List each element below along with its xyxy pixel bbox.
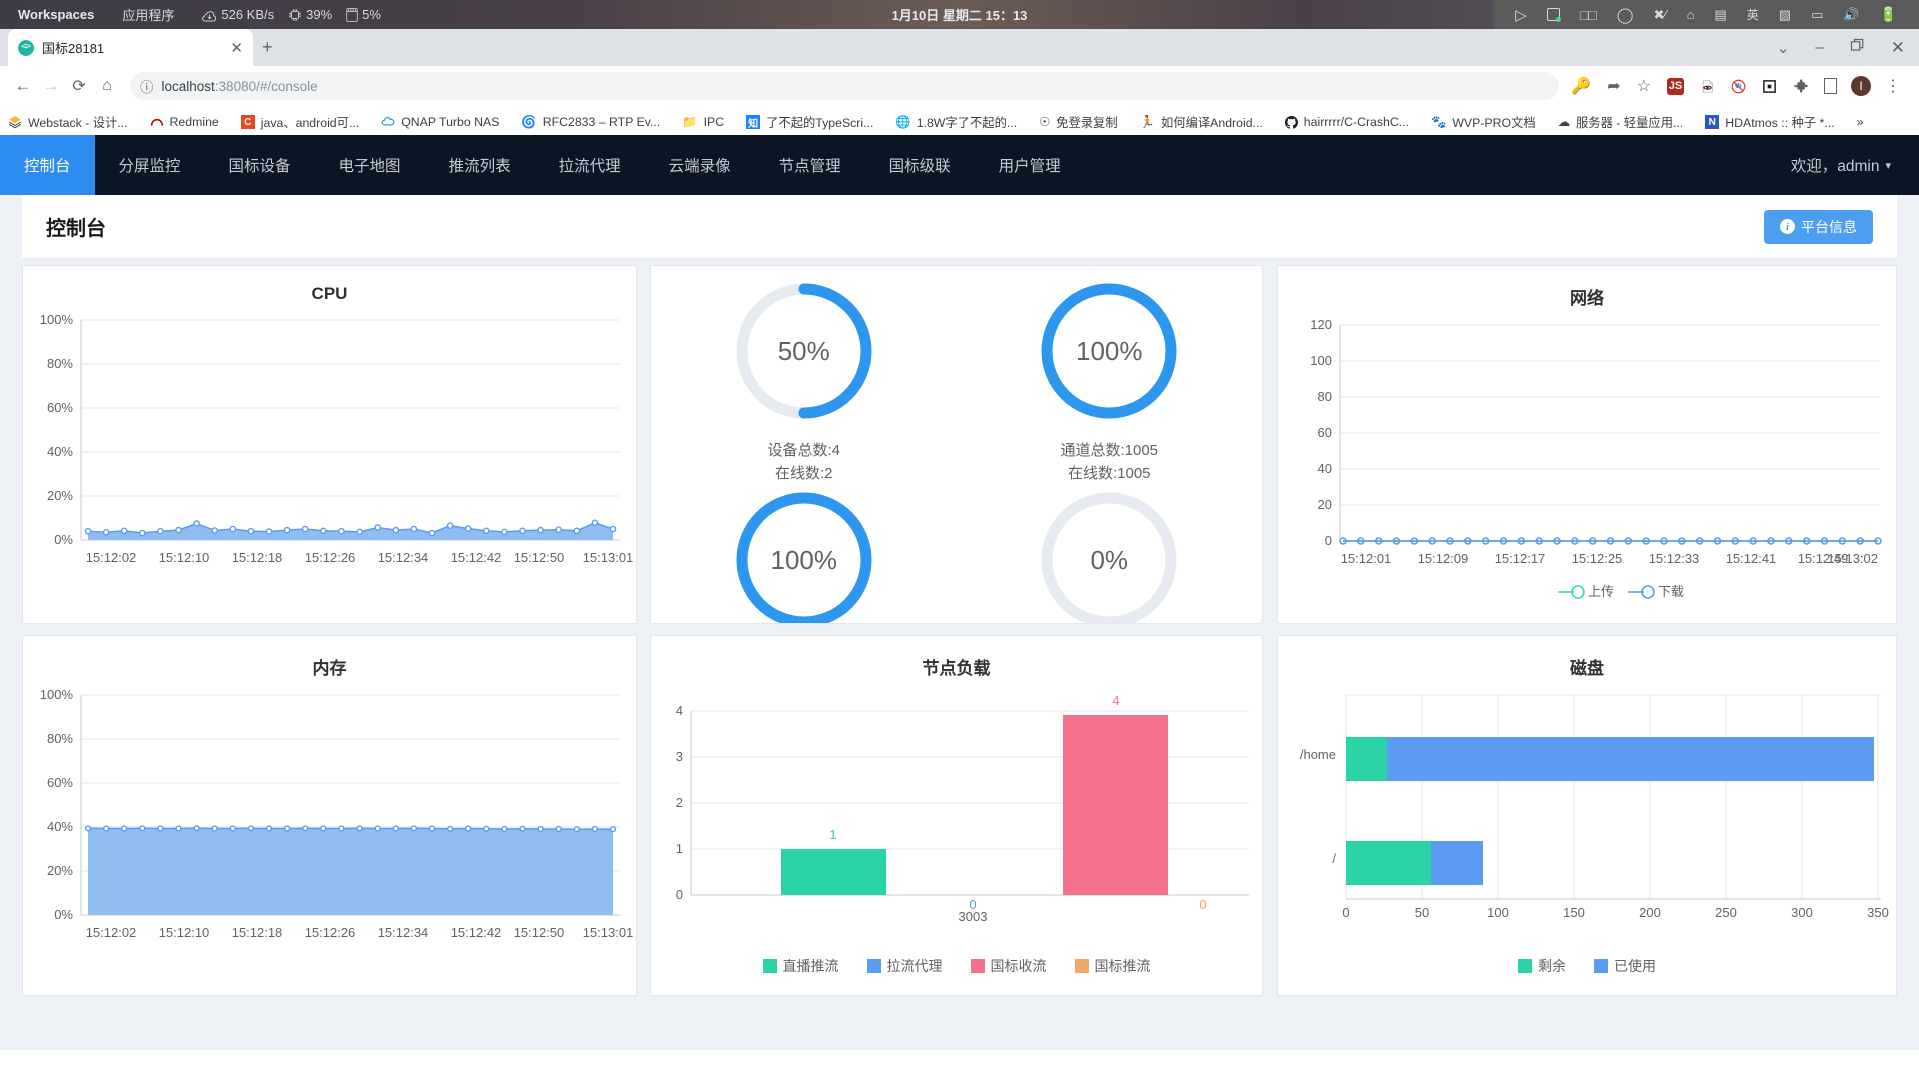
- svg-text:15:12:01: 15:12:01: [1341, 551, 1392, 566]
- svg-text:/home: /home: [1300, 747, 1336, 762]
- svg-text:15:12:25: 15:12:25: [1572, 551, 1623, 566]
- svg-text:40%: 40%: [47, 444, 73, 459]
- svg-text:15:12:26: 15:12:26: [305, 550, 356, 565]
- svg-text:15:13:01: 15:13:01: [583, 925, 634, 940]
- svg-text:15:12:18: 15:12:18: [232, 550, 283, 565]
- svg-text:15:12:02: 15:12:02: [86, 550, 137, 565]
- svg-text:15:12:10: 15:12:10: [159, 925, 210, 940]
- svg-text:100: 100: [1310, 353, 1332, 368]
- svg-text:15:12:42: 15:12:42: [451, 550, 502, 565]
- svg-text:1: 1: [676, 841, 683, 856]
- svg-text:15:13:02: 15:13:02: [1827, 551, 1878, 566]
- svg-text:15:12:34: 15:12:34: [378, 550, 429, 565]
- svg-text:4: 4: [676, 703, 683, 718]
- svg-text:15:13:01: 15:13:01: [583, 550, 634, 565]
- svg-text:15:12:26: 15:12:26: [305, 925, 356, 940]
- svg-text:40: 40: [1318, 461, 1332, 476]
- svg-text:0: 0: [1325, 533, 1332, 548]
- svg-text:250: 250: [1715, 905, 1737, 920]
- svg-text:100%: 100%: [40, 687, 74, 702]
- svg-text:60: 60: [1318, 425, 1332, 440]
- svg-text:200: 200: [1639, 905, 1661, 920]
- svg-text:15:12:50: 15:12:50: [514, 925, 565, 940]
- svg-text:/: /: [1332, 851, 1336, 866]
- svg-text:15:12:02: 15:12:02: [86, 925, 137, 940]
- svg-text:0: 0: [676, 887, 683, 902]
- svg-text:40%: 40%: [47, 819, 73, 834]
- svg-text:2: 2: [676, 795, 683, 810]
- svg-text:0%: 0%: [54, 907, 73, 922]
- svg-text:3003: 3003: [959, 909, 988, 924]
- svg-text:100%: 100%: [40, 312, 74, 327]
- svg-text:60%: 60%: [47, 775, 73, 790]
- svg-text:120: 120: [1310, 317, 1332, 332]
- svg-text:15:12:17: 15:12:17: [1495, 551, 1546, 566]
- svg-text:150: 150: [1563, 905, 1585, 920]
- svg-text:15:12:42: 15:12:42: [451, 925, 502, 940]
- svg-text:15:12:34: 15:12:34: [378, 925, 429, 940]
- svg-text:15:12:18: 15:12:18: [232, 925, 283, 940]
- svg-text:20%: 20%: [47, 488, 73, 503]
- svg-text:20%: 20%: [47, 863, 73, 878]
- svg-text:0%: 0%: [54, 532, 73, 547]
- svg-text:4: 4: [1112, 693, 1119, 708]
- svg-text:80%: 80%: [47, 731, 73, 746]
- svg-text:15:12:33: 15:12:33: [1649, 551, 1700, 566]
- svg-text:3: 3: [676, 749, 683, 764]
- svg-text:0: 0: [1342, 905, 1349, 920]
- svg-text:80%: 80%: [47, 356, 73, 371]
- svg-text:1: 1: [829, 827, 836, 842]
- svg-text:0: 0: [1199, 897, 1206, 912]
- svg-text:15:12:50: 15:12:50: [514, 550, 565, 565]
- svg-text:50: 50: [1415, 905, 1429, 920]
- svg-text:350: 350: [1867, 905, 1889, 920]
- svg-text:100: 100: [1487, 905, 1509, 920]
- svg-text:300: 300: [1791, 905, 1813, 920]
- svg-text:80: 80: [1318, 389, 1332, 404]
- svg-text:15:12:41: 15:12:41: [1726, 551, 1777, 566]
- svg-text:15:12:09: 15:12:09: [1418, 551, 1469, 566]
- svg-text:下载: 下载: [1658, 584, 1684, 599]
- svg-text:上传: 上传: [1588, 584, 1614, 599]
- svg-text:15:12:10: 15:12:10: [159, 550, 210, 565]
- svg-text:60%: 60%: [47, 400, 73, 415]
- svg-text:20: 20: [1318, 497, 1332, 512]
